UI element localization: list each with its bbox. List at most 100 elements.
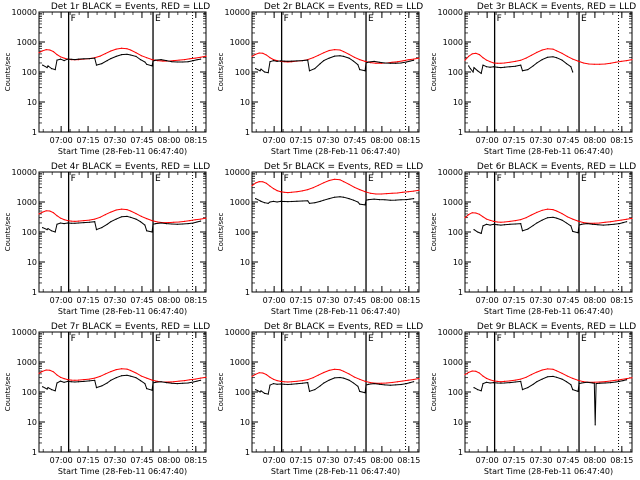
panel-7: Det 7r BLACK = Events, RED = LLD 1 10 100 10… <box>4 322 210 476</box>
series-line-lld <box>251 178 420 195</box>
vertical-marker-label: F <box>71 334 76 344</box>
data-point-events <box>110 379 112 381</box>
data-point-events <box>83 380 85 382</box>
data-point-lld <box>115 369 117 371</box>
data-point-lld <box>489 61 491 63</box>
data-point-events <box>328 57 330 59</box>
x-axis-label: Start Time (28-Feb-11 06:47:40) <box>484 307 613 316</box>
panel-1: Det 1r BLACK = Events, RED = LLD 1 10 100 10… <box>4 2 210 156</box>
data-point-events <box>187 382 189 384</box>
data-point-events <box>144 383 146 385</box>
data-point-lld <box>402 191 404 193</box>
data-point-events <box>477 70 479 72</box>
data-point-lld <box>566 55 569 58</box>
data-point-lld <box>552 209 554 211</box>
y-tick-label: 10 <box>453 258 463 267</box>
data-point-lld <box>269 57 271 59</box>
data-point-events <box>301 382 303 384</box>
data-point-lld <box>391 61 393 63</box>
data-point-events <box>182 61 184 63</box>
data-point-lld <box>255 182 257 184</box>
data-point-events <box>572 230 574 232</box>
y-tick-label: 1000 <box>443 38 463 47</box>
y-axis-label: Counts/sec <box>430 53 438 92</box>
data-point-lld <box>478 372 480 374</box>
vertical-marker-label: E <box>155 14 161 24</box>
x-tick-label: 07:00 <box>50 136 73 145</box>
data-point-events <box>405 199 407 201</box>
data-point-events <box>565 381 568 383</box>
data-point-lld <box>183 220 186 222</box>
data-point-lld <box>140 375 142 377</box>
data-point-lld <box>525 376 527 378</box>
data-point-events <box>496 224 498 226</box>
data-point-events <box>314 389 316 391</box>
data-point-events <box>63 60 65 62</box>
data-point-events <box>146 230 148 232</box>
data-point-events <box>56 223 58 225</box>
data-point-lld <box>396 381 399 383</box>
data-point-lld <box>63 378 65 380</box>
data-point-events <box>389 62 391 64</box>
data-point-events <box>264 202 266 204</box>
data-point-events <box>328 198 330 200</box>
data-point-lld <box>38 213 40 215</box>
data-point-events <box>259 200 261 202</box>
x-tick-label: 07:15 <box>77 136 100 145</box>
data-point-events <box>139 221 142 223</box>
vertical-marker-label: F <box>284 174 289 184</box>
data-point-events <box>121 54 123 56</box>
data-point-events <box>514 65 516 67</box>
data-point-lld <box>200 377 202 379</box>
data-point-events <box>42 64 44 66</box>
data-point-events <box>126 53 128 55</box>
data-point-lld <box>312 377 314 379</box>
data-point-events <box>269 384 271 386</box>
data-point-events <box>196 221 198 223</box>
data-point-lld <box>626 378 628 380</box>
data-point-lld <box>364 60 366 63</box>
plot-frame <box>464 331 633 453</box>
data-point-events <box>280 383 282 385</box>
data-point-events <box>472 71 474 73</box>
data-point-lld <box>509 61 511 63</box>
x-tick-label: 07:15 <box>503 456 526 465</box>
data-point-lld <box>49 369 51 371</box>
data-point-events <box>307 200 309 202</box>
series-line-lld <box>251 368 420 384</box>
data-point-lld <box>56 54 58 56</box>
data-point-events <box>267 72 269 74</box>
data-point-events <box>503 66 506 68</box>
data-point-events <box>480 232 482 234</box>
data-point-events <box>384 62 386 64</box>
data-point-lld <box>464 217 466 219</box>
data-point-events <box>365 384 367 386</box>
x-tick-label: 08:15 <box>184 456 207 465</box>
data-point-lld <box>493 220 495 222</box>
series-line-lld <box>464 208 633 224</box>
x-tick-label: 07:45 <box>343 136 366 145</box>
panel-title: Det 5r BLACK = Events, RED = LLD <box>264 162 423 172</box>
data-point-events <box>283 60 285 62</box>
y-tick-label: 1000 <box>17 358 37 367</box>
data-point-lld <box>396 61 399 63</box>
data-point-lld <box>162 60 164 62</box>
data-point-events <box>272 60 275 62</box>
data-point-events <box>70 381 72 383</box>
panel-title: Det 1r BLACK = Events, RED = LLD <box>51 2 210 12</box>
x-tick-label: 07:30 <box>103 296 126 305</box>
data-point-events <box>255 389 257 391</box>
data-point-events <box>480 72 482 74</box>
data-point-events <box>160 381 162 383</box>
y-tick-label: 1 <box>245 448 250 457</box>
data-point-lld <box>126 48 128 50</box>
data-point-events <box>267 393 269 395</box>
data-point-events <box>95 387 98 389</box>
x-tick-label: 07:15 <box>77 296 100 305</box>
data-point-lld <box>328 179 330 182</box>
data-point-lld <box>45 369 47 371</box>
data-point-events <box>152 60 154 62</box>
data-point-events <box>514 381 516 383</box>
y-axis-label: Counts/sec <box>217 53 225 92</box>
x-tick-label: 07:30 <box>529 456 552 465</box>
